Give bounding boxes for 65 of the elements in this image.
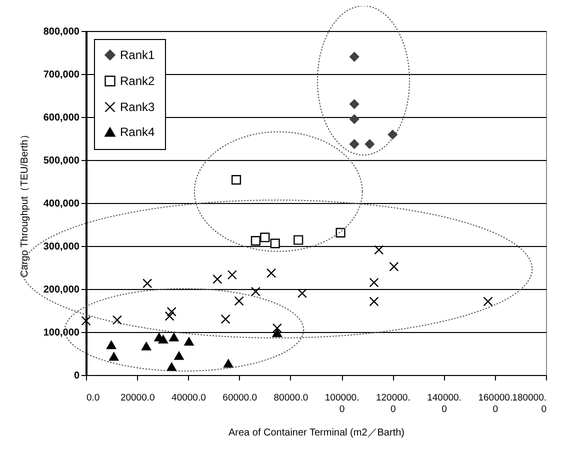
point — [234, 296, 244, 306]
y-tick-label: 300,000 — [43, 242, 80, 252]
point — [227, 270, 237, 280]
x-tick-label: 80000.0 — [274, 392, 308, 404]
point — [174, 351, 184, 360]
point — [142, 342, 152, 350]
point — [350, 99, 360, 109]
y-tick-label: 100,000 — [43, 328, 80, 338]
y-tick-label: 700,000 — [43, 70, 80, 80]
x-axis-title: Area of Container Terminal (m2／Barth) — [228, 428, 404, 438]
point — [81, 316, 91, 326]
point — [336, 228, 346, 238]
y-tick-label: 0 — [74, 370, 80, 382]
point — [389, 262, 399, 272]
point — [220, 314, 230, 324]
point — [270, 238, 280, 248]
y-tick-label: 600,000 — [43, 112, 80, 124]
point — [350, 139, 360, 149]
x-tick-label: 160000.0 — [478, 392, 513, 415]
point — [112, 315, 122, 325]
point — [106, 340, 116, 350]
point — [272, 328, 282, 338]
legend-label: Rank4 — [120, 125, 156, 139]
point — [369, 296, 379, 306]
x-tick-label: 180000.0 — [512, 392, 546, 415]
point — [166, 362, 176, 372]
point — [260, 232, 270, 242]
x-tick-label: 0.0 — [86, 392, 100, 404]
point — [272, 323, 282, 333]
x-tick-label: 20000.0 — [120, 392, 155, 404]
point — [297, 288, 307, 298]
x-tick-label: 40000.0 — [172, 392, 206, 404]
x-tick-label: 120000.0 — [376, 392, 410, 415]
point — [250, 286, 260, 296]
point — [294, 235, 304, 245]
x-tick-label: 140000.0 — [427, 392, 462, 415]
y-tick-label: 400,000 — [43, 198, 80, 210]
point — [369, 278, 379, 288]
y-tick-label: 200,000 — [43, 284, 80, 296]
y-tick-label: 800,000 — [43, 26, 80, 38]
legend-label: Rank1 — [120, 48, 156, 62]
point — [388, 130, 398, 140]
point — [169, 332, 179, 342]
point — [483, 296, 493, 306]
y-tick-label: 500,000 — [43, 156, 80, 166]
point — [224, 359, 234, 368]
legend-label: Rank3 — [120, 100, 156, 114]
y-axis-title: Cargo Throughput（TEU/Berth） — [19, 130, 30, 278]
point — [166, 307, 176, 317]
legend-label: Rank2 — [120, 74, 156, 88]
point — [250, 236, 260, 246]
point — [109, 352, 119, 361]
point — [364, 139, 374, 149]
point — [142, 278, 152, 288]
point — [374, 245, 384, 255]
x-tick-label: 100000.0 — [324, 392, 360, 415]
point — [350, 114, 360, 124]
point — [350, 52, 360, 62]
point — [158, 335, 168, 344]
x-tick-label: 60000.0 — [222, 392, 258, 404]
point — [266, 268, 276, 278]
point — [184, 337, 194, 346]
point — [212, 274, 222, 284]
point — [164, 311, 174, 321]
point — [231, 174, 242, 185]
